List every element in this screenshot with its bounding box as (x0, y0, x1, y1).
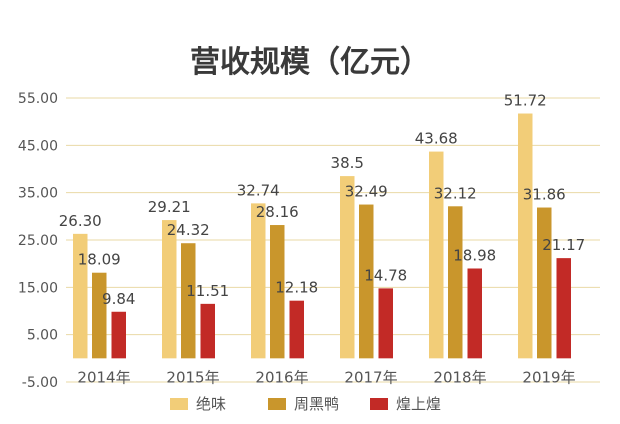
bar (92, 272, 107, 359)
data-labels: 26.30 18.09 9.84 29.21 24.32 11.51 32.74 28.16 1… (59, 92, 585, 308)
bar (340, 176, 355, 359)
x-category-label: 2018年 (433, 368, 486, 386)
data-label: 28.16 (256, 203, 299, 221)
bar (162, 220, 177, 359)
y-tick-label: 5.00 (27, 328, 58, 344)
grid-lines (66, 97, 600, 383)
legend-label: 煌上煌 (396, 395, 441, 413)
bar (200, 303, 215, 359)
legend-swatch (268, 398, 286, 410)
data-label: 32.49 (345, 183, 388, 201)
bar (467, 268, 482, 359)
bar (181, 243, 196, 359)
bars (73, 113, 571, 359)
bar (537, 207, 552, 359)
data-label: 24.32 (167, 221, 210, 239)
data-label: 32.74 (237, 181, 280, 199)
y-tick-label: 45.00 (18, 138, 58, 154)
bar (251, 203, 266, 359)
x-category-label: 2019年 (522, 368, 575, 386)
data-label: 12.18 (275, 279, 318, 297)
data-label: 43.68 (415, 130, 458, 148)
chart-title: 营收规模（亿元） (190, 45, 430, 80)
x-axis-categories: 2014年 2015年 2016年 2017年 2018年 2019年 (77, 368, 575, 386)
bar (270, 225, 285, 359)
data-label: 18.98 (453, 246, 496, 264)
data-label: 26.30 (59, 212, 102, 230)
legend-swatch (370, 398, 388, 410)
legend-label: 周黑鸭 (294, 395, 339, 413)
bar (518, 113, 533, 359)
data-label: 29.21 (148, 198, 191, 216)
bar (73, 233, 88, 359)
y-tick-label: 15.00 (18, 280, 58, 296)
x-category-label: 2017年 (344, 368, 397, 386)
bar (289, 300, 304, 359)
data-label: 11.51 (186, 282, 229, 300)
y-tick-label: 55.00 (18, 91, 58, 107)
data-label: 9.84 (102, 290, 135, 308)
legend-swatch (170, 398, 188, 410)
data-label: 51.72 (504, 92, 547, 110)
legend-label: 绝味 (196, 395, 226, 413)
data-label: 31.86 (523, 186, 566, 204)
data-label: 18.09 (78, 251, 121, 269)
bar (448, 206, 463, 359)
y-axis-ticks: 55.00 45.00 35.00 25.00 15.00 5.00 -5.00 (18, 91, 58, 391)
y-tick-label: -5.00 (22, 375, 58, 391)
data-label: 14.78 (364, 266, 407, 284)
x-category-label: 2015年 (166, 368, 219, 386)
bar (378, 288, 393, 359)
y-tick-label: 35.00 (18, 186, 58, 202)
bar (359, 204, 374, 359)
data-label: 21.17 (542, 236, 585, 254)
x-category-label: 2016年 (255, 368, 308, 386)
data-label: 32.12 (434, 184, 477, 202)
bar (429, 151, 444, 359)
bar (556, 258, 571, 359)
x-category-label: 2014年 (77, 368, 130, 386)
y-tick-label: 25.00 (18, 233, 58, 249)
data-label: 38.5 (331, 154, 364, 172)
bar (111, 311, 126, 359)
legend: 绝味 周黑鸭 煌上煌 (170, 395, 441, 413)
